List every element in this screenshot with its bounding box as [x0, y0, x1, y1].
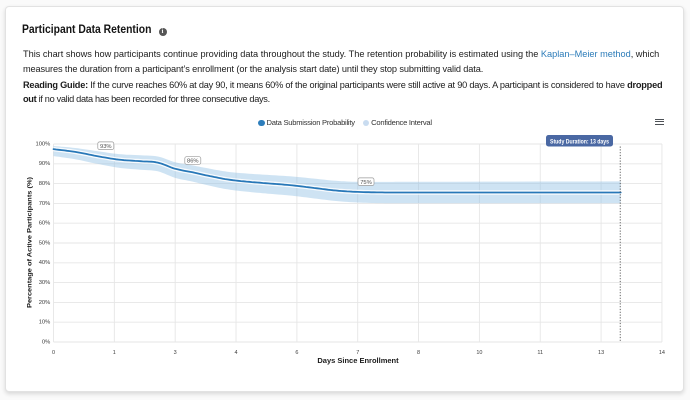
svg-text:70%: 70% — [39, 201, 51, 207]
svg-text:20%: 20% — [39, 300, 51, 306]
svg-text:0%: 0% — [42, 339, 50, 345]
svg-text:86%: 86% — [187, 159, 199, 165]
svg-text:13: 13 — [598, 350, 604, 356]
svg-text:7: 7 — [356, 350, 359, 356]
svg-text:100%: 100% — [35, 141, 50, 147]
svg-text:75%: 75% — [360, 180, 372, 186]
svg-text:14: 14 — [659, 350, 665, 356]
svg-text:6: 6 — [295, 350, 298, 356]
svg-text:Study Duration: 13 days: Study Duration: 13 days — [550, 138, 609, 145]
svg-text:8: 8 — [417, 350, 420, 356]
svg-text:50%: 50% — [39, 240, 51, 246]
svg-text:11: 11 — [537, 350, 543, 356]
svg-text:93%: 93% — [100, 144, 112, 150]
svg-text:10%: 10% — [39, 320, 51, 326]
svg-text:60%: 60% — [39, 221, 51, 227]
svg-text:3: 3 — [174, 350, 177, 356]
svg-text:10: 10 — [476, 350, 482, 356]
svg-text:1: 1 — [113, 350, 116, 356]
svg-text:Percentage of Active Participa: Percentage of Active Participants (%) — [27, 177, 34, 308]
svg-text:Days Since Enrollment: Days Since Enrollment — [317, 356, 399, 365]
svg-text:40%: 40% — [39, 260, 51, 266]
svg-text:90%: 90% — [39, 161, 51, 167]
svg-text:0: 0 — [52, 350, 55, 356]
svg-text:30%: 30% — [39, 280, 51, 286]
svg-text:80%: 80% — [39, 181, 51, 187]
svg-text:4: 4 — [234, 350, 237, 356]
